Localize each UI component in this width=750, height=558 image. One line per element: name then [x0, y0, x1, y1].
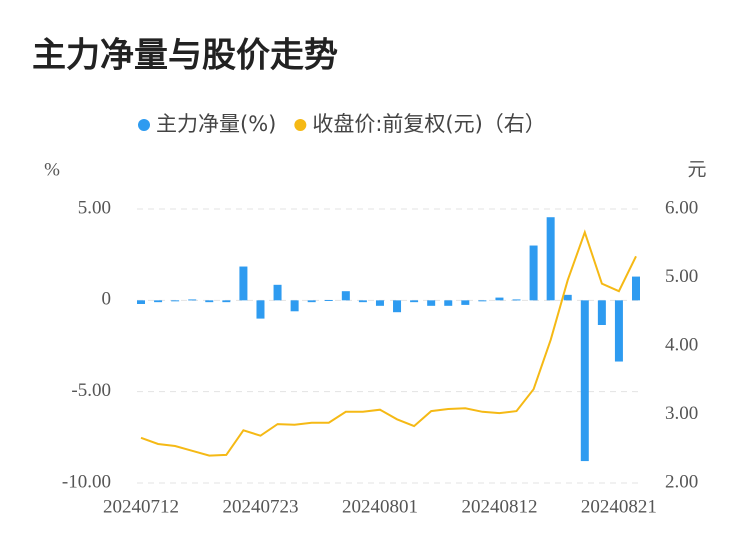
- bar: [580, 300, 589, 462]
- bar: [256, 300, 265, 319]
- legend-label: 收盘价:前复权(元)（右）: [312, 112, 545, 136]
- y2-axis-label: 元: [687, 159, 706, 180]
- bar: [341, 291, 350, 301]
- bar: [154, 300, 163, 303]
- bar: [597, 300, 606, 325]
- bar: [529, 245, 538, 301]
- y2-tick-label: 5.00: [665, 266, 698, 287]
- bar: [375, 300, 384, 306]
- bar: [614, 300, 623, 362]
- bar: [495, 297, 504, 301]
- bar: [632, 276, 640, 301]
- bar: [410, 300, 419, 303]
- chart-title: 主力净量与股价走势: [32, 36, 338, 76]
- bar: [444, 300, 453, 306]
- bar: [512, 299, 521, 301]
- bar: [563, 294, 572, 301]
- y-tick-label: -10.00: [62, 471, 111, 492]
- bar: [478, 300, 487, 302]
- bar: [324, 299, 333, 301]
- y-tick-label: -5.00: [71, 380, 111, 401]
- bar: [222, 300, 231, 303]
- bar: [239, 266, 248, 301]
- legend-marker: [294, 119, 307, 131]
- y-tick-label: 5.00: [78, 197, 111, 218]
- bar: [307, 300, 316, 303]
- bar: [171, 300, 180, 302]
- y2-tick-label: 3.00: [665, 403, 698, 424]
- legend-label: 主力净量(%): [156, 112, 276, 136]
- x-tick-label: 20240712: [103, 496, 179, 517]
- bar: [273, 284, 282, 301]
- bar: [358, 300, 367, 303]
- bar: [461, 300, 470, 305]
- bar: [137, 300, 145, 304]
- bar: [188, 299, 197, 301]
- x-tick-label: 20240801: [342, 496, 418, 517]
- x-tick-label: 20240821: [581, 496, 657, 517]
- x-tick-label: 20240723: [222, 496, 298, 517]
- bar: [205, 300, 214, 303]
- y2-tick-label: 2.00: [665, 471, 698, 492]
- y2-tick-label: 6.00: [665, 197, 698, 218]
- y2-tick-label: 4.00: [665, 334, 698, 355]
- bar: [546, 217, 555, 301]
- legend-marker: [138, 119, 150, 131]
- y-axis-label: %: [44, 159, 60, 180]
- line: [140, 229, 637, 457]
- bar: [290, 300, 299, 312]
- y-tick-label: 0: [102, 289, 112, 310]
- bar: [393, 300, 402, 313]
- x-tick-label: 20240812: [461, 496, 537, 517]
- bar: [427, 300, 436, 306]
